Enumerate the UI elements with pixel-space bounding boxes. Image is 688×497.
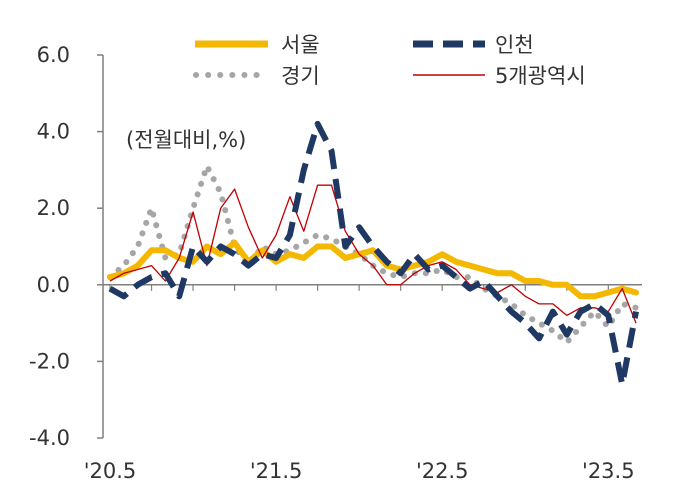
unit-label: (전월대비,%) <box>126 128 246 152</box>
y-tick-label: 4.0 <box>37 120 70 144</box>
legend-item-gyeonggi: 경기 <box>193 64 320 88</box>
y-tick-label: 2.0 <box>37 196 70 220</box>
x-tick-label: '21.5 <box>250 459 303 483</box>
legend-label-seoul: 서울 <box>281 33 320 57</box>
y-tick-label: 6.0 <box>37 43 70 67</box>
series-layer <box>107 120 639 388</box>
y-tick-label: -2.0 <box>29 349 70 373</box>
x-tick-label: '23.5 <box>582 459 635 483</box>
y-tick-label: 0.0 <box>37 273 70 297</box>
legend-label-metro5: 5개광역시 <box>495 64 586 88</box>
axes: 6.0 4.0 2.0 0.0 -2.0 -4.0 '20.5 '21.5 '22.5 '23.5 <box>29 43 642 483</box>
legend-item-metro5: 5개광역시 <box>413 64 586 88</box>
x-tick-label: '22.5 <box>416 459 469 483</box>
legend: 서울 인천 경기 5개광역시 <box>193 33 586 88</box>
legend-item-seoul: 서울 <box>195 33 320 57</box>
legend-label-incheon: 인천 <box>495 33 534 57</box>
x-tick-label: '20.5 <box>84 459 137 483</box>
legend-label-gyeonggi: 경기 <box>281 64 320 88</box>
y-tick-label: -4.0 <box>29 426 70 450</box>
legend-item-incheon: 인천 <box>413 33 534 57</box>
series-incheon-line <box>108 120 639 388</box>
